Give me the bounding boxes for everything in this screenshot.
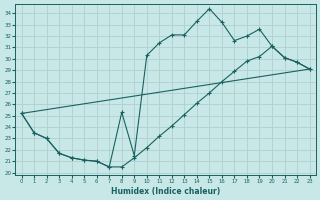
X-axis label: Humidex (Indice chaleur): Humidex (Indice chaleur) [111, 187, 220, 196]
